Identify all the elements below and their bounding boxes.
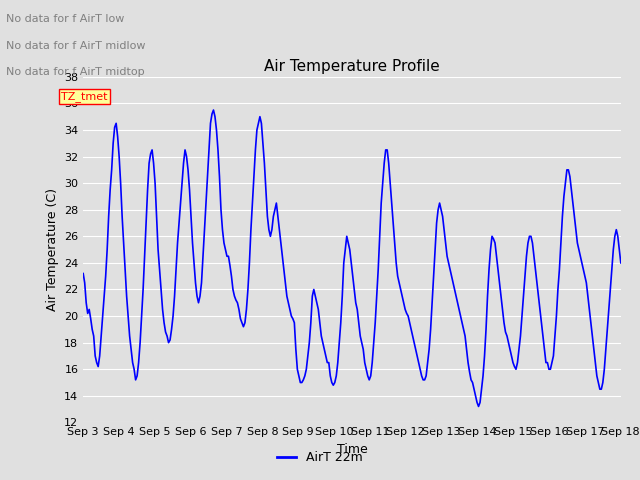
Legend: AirT 22m: AirT 22m [272, 446, 368, 469]
Text: No data for f AirT midlow: No data for f AirT midlow [6, 41, 146, 51]
Title: Air Temperature Profile: Air Temperature Profile [264, 59, 440, 74]
Y-axis label: Air Temperature (C): Air Temperature (C) [45, 188, 58, 311]
Text: No data for f AirT midtop: No data for f AirT midtop [6, 67, 145, 77]
Text: TZ_tmet: TZ_tmet [61, 91, 108, 102]
Text: No data for f AirT low: No data for f AirT low [6, 14, 125, 24]
X-axis label: Time: Time [337, 443, 367, 456]
